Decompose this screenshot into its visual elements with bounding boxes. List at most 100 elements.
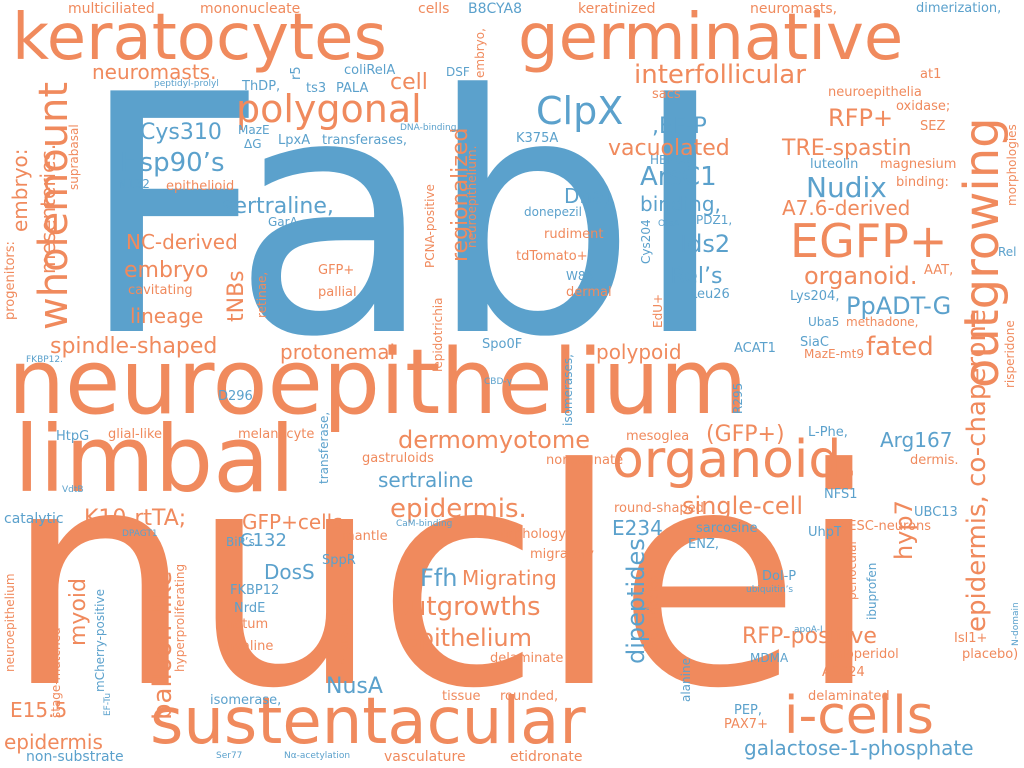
word-colirela: coliRelA (344, 63, 396, 78)
word-migrating-cap: Migrating (462, 566, 557, 590)
word-apoa-i: apoA-I (794, 625, 823, 635)
word-e155: E15.5 (10, 698, 68, 722)
word-mesoglea: mesoglea (626, 429, 690, 444)
word-at1: at1 (920, 67, 942, 82)
word-ffh: Ffh (420, 564, 458, 592)
word-binding-c: binding, (640, 192, 721, 216)
word-uba5: Uba5 (808, 315, 840, 329)
word-pax7: PAX7+ (724, 717, 768, 732)
word-mcherry: mCherry-positive (93, 588, 107, 692)
word-cam-binding: CaM-binding (396, 519, 453, 529)
word-sertraline-c: sertraline, (222, 194, 334, 219)
word-melanocyte: melanocyte (238, 427, 315, 442)
word-c132: C132 (240, 530, 287, 551)
word-isomerase: isomerase, (210, 693, 282, 708)
word-ibuprofen: ibuprofen (865, 562, 879, 620)
word-n-acetylation: Nα-acetylation (284, 751, 351, 761)
word-cavitating: cavitating (128, 283, 193, 298)
word-neuroepithelium-dot: neuroepithelium. (465, 145, 479, 248)
word-ids2: Ids2 (680, 230, 731, 258)
word-dnaj: DnaJ (564, 184, 611, 208)
word-outgrowths: outgrowths (394, 592, 541, 622)
word-hbp08: HBP08 (650, 153, 690, 167)
word-spo0f: Spo0F (482, 337, 523, 352)
word-neuromasts-c: neuromasts, (750, 1, 838, 17)
word-polygonal: polygonal (236, 87, 422, 131)
word-etidronate: etidronate (510, 749, 583, 765)
word-vdtb: VdtB (62, 485, 84, 495)
word-neuroepithelium: neuroepithelium (8, 330, 748, 435)
word-fkbp12: FKBP12 (230, 583, 280, 598)
word-doss: DosS (264, 560, 315, 584)
word-pep: PEP, (734, 703, 763, 718)
word-hyaline: hyaline (226, 639, 274, 654)
word-delaminated: delaminated (808, 689, 890, 704)
word-cbd: CBD-γ (484, 377, 512, 387)
word-lineage: lineage (130, 304, 204, 328)
word-risperidone: risperidone (1003, 320, 1017, 388)
word-catalytic: catalytic (4, 511, 64, 527)
word-tdtomato: tdTomato+ (516, 249, 588, 264)
word-notum: notum (226, 617, 269, 632)
word-enz: ENZ, (688, 537, 719, 552)
word-oxidase: oxidase; (896, 99, 951, 114)
word-sez: SEZ (920, 119, 946, 134)
word-fated: fated (866, 332, 934, 362)
word-ef-tu: EF-Tu (103, 692, 113, 716)
word-nc-derived: NC-derived (126, 230, 238, 254)
word-leu26: Leu26 (690, 287, 730, 302)
word-epithelioid: epithelioid (166, 179, 235, 194)
word-e234: E234 (612, 516, 663, 540)
word-mononucleate: mononucleate (200, 1, 301, 17)
word-gfp-paren: (GFP+) (706, 422, 785, 447)
word-delta-g: ΔG (244, 137, 262, 151)
word-polypoid: polypoid (596, 340, 682, 364)
word-dermomyotome: dermomyotome (398, 426, 591, 454)
word-pala: PALA (336, 81, 369, 96)
word-retinae: retinae, (255, 271, 269, 318)
word-vacuolated: vacuolated (608, 136, 730, 161)
word-dermal: dermal (566, 285, 612, 300)
word-non-substrate: non-substrate (26, 749, 124, 765)
word-embryo-c: embryo, (473, 28, 487, 78)
word-protonemal: protonemal (280, 340, 396, 364)
word-cell: cell (390, 70, 428, 95)
word-placebo: placebo) (962, 647, 1019, 662)
word-dsf: DSF (446, 65, 470, 79)
word-progenitors: progenitors: (3, 241, 18, 320)
word-rudiment: rudiment (544, 227, 604, 242)
word-gastruloids: gastruloids (362, 451, 434, 466)
word-w8a: W8A (566, 269, 594, 283)
word-n-domain: N-domain (1011, 602, 1021, 646)
word-peptidyl: peptidyl-prolyl (154, 79, 219, 89)
word-suprabasal: suprabasal (67, 124, 81, 190)
word-thdp: ThDP, (242, 79, 281, 94)
word-sustentacular: sustentacular (150, 685, 586, 759)
word-lpxa: LpxA (278, 133, 311, 148)
word-dna-binding: DNA-binding, (400, 123, 460, 133)
word-isomerases: isomerases, (561, 354, 575, 426)
word-rfp-positive: RFP-positive (742, 624, 877, 649)
word-maze-mt9: MazE-mt9 (804, 347, 864, 361)
word-dol-p: Dol-P (762, 569, 797, 584)
word-dimerization: dimerization, (916, 1, 1002, 16)
word-delaminate: delaminate (490, 651, 564, 666)
word-methadone: methadone, (846, 315, 919, 329)
word-mantle: mantle (342, 529, 388, 544)
word-keratinized: keratinized (578, 1, 656, 17)
word-epidermis-dot: epidermis. (390, 494, 527, 524)
word-rel: Rel (998, 245, 1017, 259)
word-isl1: Isl1+ (954, 631, 988, 646)
word-sacs: sacs (652, 87, 681, 102)
word-glial: glial-like (108, 427, 163, 442)
word-nudix: Nudix (806, 171, 887, 204)
word-migrating: migrating (337, 607, 351, 666)
word-binding-colon: binding: (896, 175, 949, 190)
word-tre-spastin: TRE-spastin (782, 136, 912, 161)
word-vasculature: vasculature (384, 749, 466, 765)
word-mdma: MDMA (750, 651, 789, 665)
word-single-cell: single-cell (682, 492, 804, 520)
word-dermis: dermis. (910, 453, 959, 468)
word-periocular: periocular (845, 539, 859, 600)
word-fabi: FabI (78, 25, 729, 409)
